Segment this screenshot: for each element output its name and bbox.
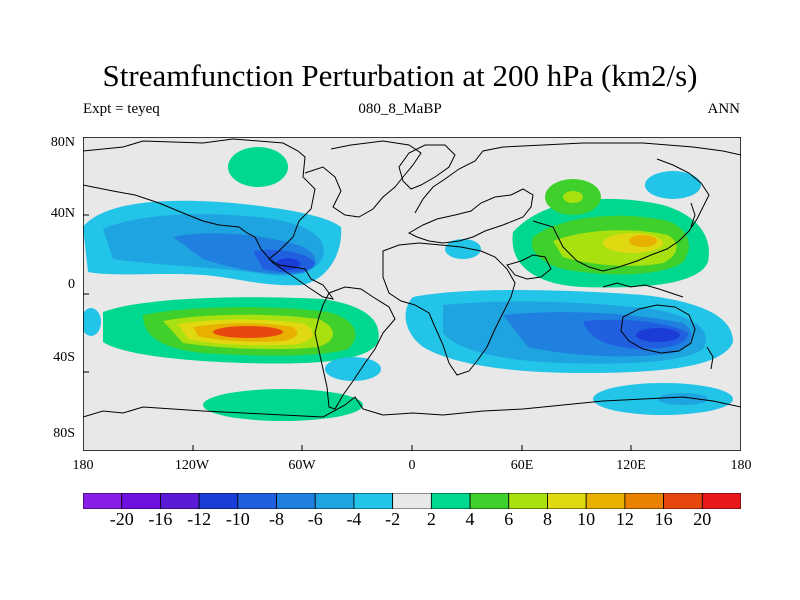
colorbar-swatch — [430, 493, 471, 509]
colorbar — [83, 493, 741, 509]
colorbar-label: -6 — [307, 509, 323, 529]
colorbar-label: 2 — [426, 509, 436, 529]
coastline-south-america — [314, 286, 396, 410]
coastline-africa — [382, 242, 516, 376]
coastline-asia-south — [532, 158, 710, 272]
lon-label: 180 — [730, 458, 752, 473]
colorbar-label: -16 — [148, 509, 173, 529]
coastline-indonesia — [602, 282, 684, 298]
neg-spot-europe — [445, 239, 481, 259]
pos-spot-southern-ocean — [203, 389, 363, 421]
coastline-new-zealand — [706, 346, 714, 370]
pos-core-asia-2 — [629, 235, 657, 247]
colorbar-swatch — [624, 493, 664, 509]
lon-label: 60W — [288, 458, 316, 473]
colorbar-label: 6 — [504, 509, 514, 529]
plot-title: Streamfunction Perturbation at 200 hPa (… — [102, 58, 698, 93]
colorbar-swatch — [701, 493, 741, 509]
colorbar-swatch — [353, 493, 394, 509]
experiment-label: Expt = teyeq — [83, 101, 160, 117]
lon-label: 120E — [616, 458, 646, 473]
pos-spot-north-atlantic — [228, 147, 288, 187]
colorbar-swatch — [198, 493, 239, 509]
colorbar-label: 12 — [615, 509, 634, 529]
lon-label: 120W — [174, 458, 210, 473]
case-label: 080_8_MaBP — [358, 101, 442, 117]
colorbar-swatch — [663, 493, 703, 509]
lat-label: 40S — [53, 350, 75, 365]
coastline-europe — [407, 188, 534, 244]
coastline-arabia — [506, 254, 552, 280]
coastline-eurasia — [414, 142, 741, 214]
colorbar-swatch — [314, 493, 355, 509]
lat-label: 40N — [50, 206, 75, 221]
neg-spot-south-america — [325, 357, 381, 381]
colorbar-swatch — [83, 493, 123, 509]
colorbar-swatch — [547, 493, 587, 509]
colorbar-label: -10 — [225, 509, 250, 529]
neg-core-north-america — [276, 258, 300, 270]
lon-label: 180 — [72, 458, 94, 473]
colorbar-label: -4 — [346, 509, 362, 529]
colorbar-label: -20 — [109, 509, 134, 529]
coastline-japan — [690, 202, 696, 228]
lat-label: 0 — [68, 277, 75, 292]
pos-spot-asia-north-2 — [563, 191, 583, 203]
coastline-greenland — [398, 144, 456, 190]
colorbar-swatch — [392, 493, 432, 509]
colorbar-label: 20 — [693, 509, 712, 529]
colorbar-swatch — [508, 493, 548, 509]
coastline-australia — [620, 304, 696, 354]
colorbar-swatch — [237, 493, 277, 509]
colorbar-label: -12 — [187, 509, 212, 529]
coastline-hudson — [304, 140, 422, 218]
colorbar-swatch — [276, 493, 316, 509]
neg-spot-north-pacific — [645, 171, 701, 199]
coastline-north-america — [83, 138, 335, 300]
colorbar-label: 10 — [577, 509, 596, 529]
colorbar-swatch — [121, 493, 161, 509]
season-label: ANN — [707, 101, 741, 117]
streamfunction-map — [83, 137, 741, 451]
coastlines — [83, 138, 741, 418]
pos-core-south-pacific — [213, 326, 283, 338]
colorbar-swatch — [469, 493, 510, 509]
neg-spot-southern-ocean-2 — [658, 393, 708, 405]
colorbar-swatch — [585, 493, 626, 509]
lat-label: 80N — [50, 135, 75, 150]
neg-spot-west-edge — [83, 308, 101, 336]
lon-label: 0 — [408, 458, 416, 473]
colorbar-label: 8 — [542, 509, 552, 529]
tick-marks — [83, 137, 632, 451]
lon-label: 60E — [510, 458, 534, 473]
colorbar-label: 4 — [465, 509, 475, 529]
neg-core-south-indian — [636, 328, 680, 342]
colorbar-label: -8 — [269, 509, 285, 529]
coastline-antarctica — [83, 396, 741, 418]
lat-label: 80S — [53, 426, 75, 441]
colorbar-swatch — [160, 493, 200, 509]
colorbar-label: -2 — [385, 509, 401, 529]
colorbar-label: 16 — [654, 509, 673, 529]
